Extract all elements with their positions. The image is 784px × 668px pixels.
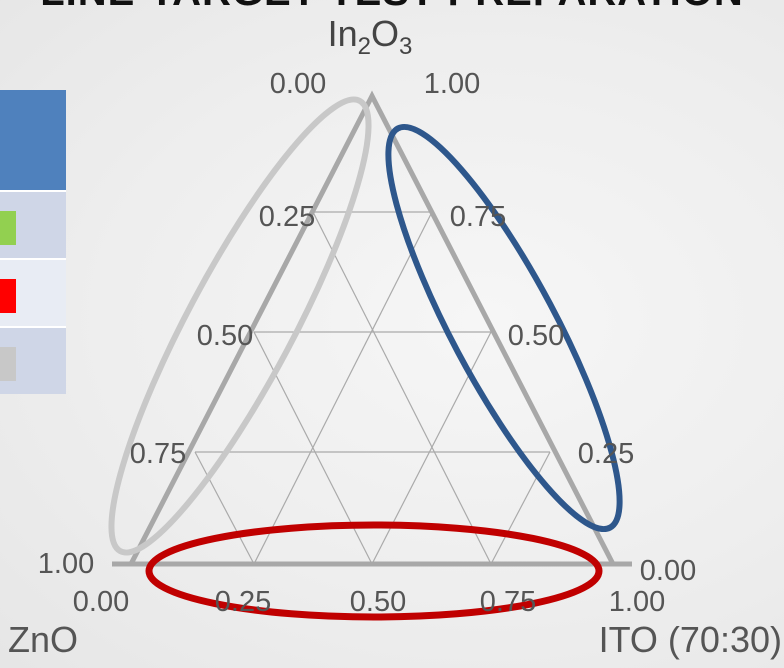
legend-swatch-gray bbox=[0, 347, 16, 381]
tick-right-075: 0.75 bbox=[450, 201, 506, 233]
tick-left-075: 0.75 bbox=[130, 438, 186, 470]
highlight-ellipse-bottom bbox=[145, 521, 603, 621]
ternary-triangle bbox=[126, 90, 618, 567]
apex-label-right: ITO (70:30) bbox=[599, 619, 782, 660]
tick-bottom-000: 0.00 bbox=[73, 586, 129, 618]
legend-row-gray bbox=[0, 326, 66, 394]
banner-title: LINE-TARGET TEST PREPARATION bbox=[0, 0, 784, 15]
tick-right-000: 0.00 bbox=[640, 555, 696, 587]
highlight-ellipse-left bbox=[108, 96, 372, 556]
tick-top-left: 0.00 bbox=[270, 68, 326, 100]
tick-left-100: 1.00 bbox=[38, 548, 94, 580]
legend-header bbox=[0, 90, 66, 190]
tick-bottom-050: 0.50 bbox=[350, 586, 406, 618]
tick-bottom-075: 0.75 bbox=[480, 586, 536, 618]
tick-right-050: 0.50 bbox=[508, 320, 564, 352]
tick-right-025: 0.25 bbox=[578, 438, 634, 470]
highlight-ellipse-right bbox=[385, 123, 623, 533]
legend-swatch-red bbox=[0, 279, 16, 313]
legend-row-green bbox=[0, 190, 66, 258]
legend-swatch-green bbox=[0, 211, 16, 245]
tick-left-025: 0.25 bbox=[259, 201, 315, 233]
tick-left-050: 0.50 bbox=[197, 320, 253, 352]
tick-bottom-100: 1.00 bbox=[609, 586, 665, 618]
apex-label-top: In2O3 bbox=[328, 13, 413, 60]
legend-table bbox=[0, 90, 66, 394]
legend-row-red bbox=[0, 258, 66, 326]
ternary-grid bbox=[194, 211, 551, 565]
apex-label-left: ZnO bbox=[8, 619, 78, 660]
tick-bottom-025: 0.25 bbox=[215, 586, 271, 618]
tick-top-right: 1.00 bbox=[424, 68, 480, 100]
